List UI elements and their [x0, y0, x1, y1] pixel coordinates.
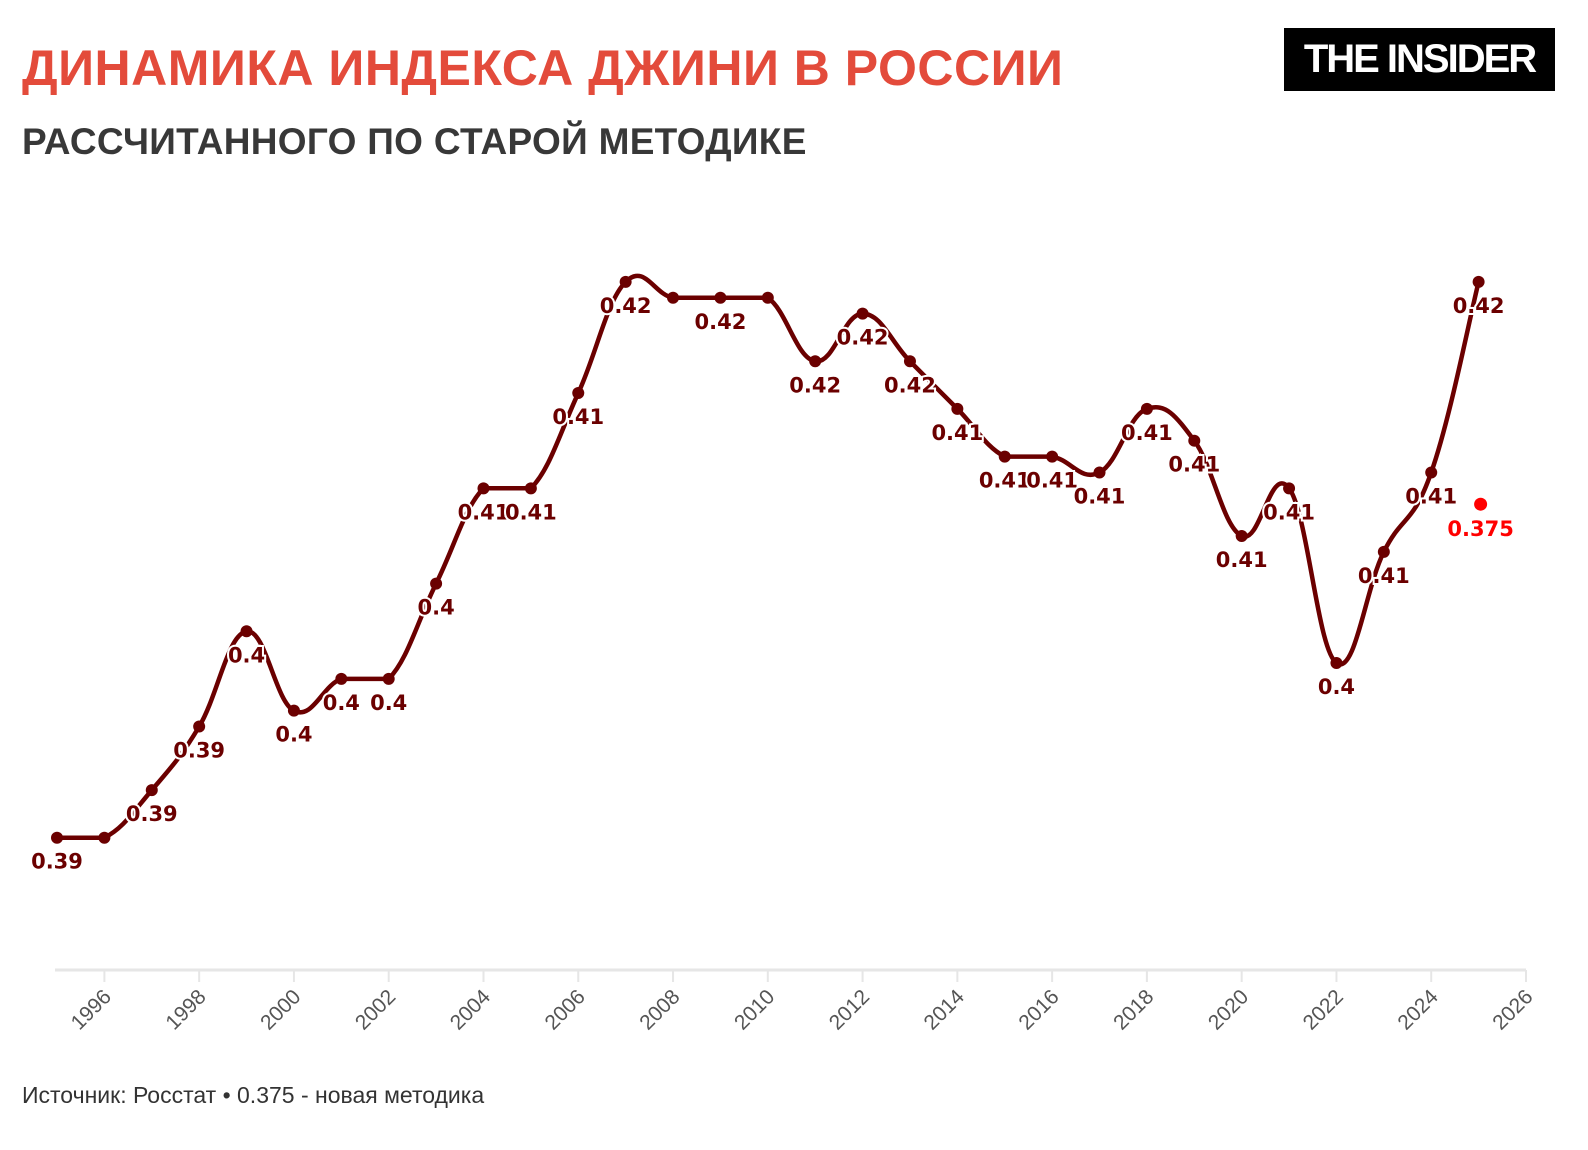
data-point — [1283, 482, 1296, 495]
data-label: 0.4 — [228, 643, 265, 667]
x-tick-label: 2008 — [635, 985, 684, 1034]
x-tick-label: 2000 — [256, 985, 305, 1034]
x-tick-label: 2016 — [1014, 985, 1063, 1034]
data-point — [856, 307, 869, 320]
data-label: 0.41 — [458, 500, 510, 524]
data-point — [1425, 466, 1438, 479]
data-point — [1472, 275, 1485, 288]
data-point — [240, 625, 253, 638]
x-tick-label: 2004 — [446, 985, 496, 1035]
x-tick-label: 2014 — [920, 985, 970, 1035]
data-point — [1093, 466, 1106, 479]
series-gini-old-method: 0.390.390.390.40.40.4 0.40.40.410.410.410… — [29, 273, 1507, 876]
data-point — [619, 275, 632, 288]
data-label: 0.41 — [931, 421, 983, 445]
data-label: 0.41 — [1358, 564, 1410, 588]
logo-text: THE INSIDER — [1303, 37, 1537, 81]
data-label: 0.41 — [1216, 548, 1268, 572]
data-label: 0.42 — [600, 294, 652, 318]
data-point — [667, 291, 680, 304]
data-point — [572, 387, 585, 400]
data-label: 0.4 — [275, 723, 312, 747]
data-label: 0.42 — [884, 373, 936, 397]
x-tick-label: 2026 — [1488, 985, 1537, 1034]
x-axis: 1996 1998 2000 2002 2004 2006 2008 2010 2012 2014… — [55, 968, 1538, 1035]
data-label: 0.39 — [31, 850, 83, 874]
data-point — [1330, 657, 1343, 670]
new-method-point — [1474, 497, 1488, 511]
x-tick-label: 2024 — [1393, 985, 1443, 1035]
data-label: 0.42 — [789, 373, 841, 397]
data-label: 0.41 — [505, 500, 557, 524]
x-tick-label: 2002 — [351, 985, 400, 1034]
data-label: 0.41 — [979, 469, 1031, 493]
chart-subtitle: РАССЧИТАННОГО ПО СТАРОЙ МЕТОДИКЕ — [22, 121, 807, 162]
data-point — [951, 402, 964, 415]
data-label: 0.4 — [323, 691, 360, 715]
data-point — [98, 831, 111, 844]
data-label: 0.42 — [837, 326, 889, 350]
x-tick-label: 2018 — [1109, 985, 1158, 1034]
data-label: 0.39 — [173, 739, 225, 763]
data-point — [51, 831, 63, 844]
x-tick-label: 2012 — [825, 985, 874, 1034]
new-method-label: 0.375 — [1447, 517, 1513, 541]
source-note: Источник: Росстат • 0.375 - новая методи… — [22, 1082, 485, 1108]
data-label: 0.41 — [1405, 484, 1457, 508]
data-label: 0.4 — [417, 596, 454, 620]
x-tick-label: 1998 — [161, 985, 210, 1034]
data-point — [1046, 450, 1059, 463]
data-point — [145, 784, 158, 797]
data-label: 0.41 — [1168, 453, 1220, 477]
data-label: 0.39 — [126, 802, 178, 826]
data-label: 0.42 — [1453, 294, 1505, 318]
x-tick-label: 1996 — [67, 985, 116, 1034]
data-point — [903, 355, 916, 368]
data-label: 0.42 — [695, 310, 747, 334]
data-label: 0.41 — [1121, 421, 1173, 445]
data-point — [1140, 402, 1153, 415]
data-point — [430, 577, 443, 590]
x-tick-label: 2010 — [730, 985, 779, 1034]
data-point — [714, 291, 727, 304]
data-point — [809, 355, 822, 368]
data-point — [524, 482, 537, 495]
series-gini-new-method: 0.375 — [1447, 497, 1514, 541]
data-label: 0.4 — [370, 691, 407, 715]
x-tick-label: 2006 — [540, 985, 589, 1034]
data-label: 0.41 — [1263, 500, 1315, 524]
data-point — [193, 720, 206, 733]
data-point — [287, 704, 300, 717]
data-point — [1377, 545, 1390, 558]
data-point — [761, 291, 774, 304]
x-tick-label: 2020 — [1204, 985, 1253, 1034]
the-insider-logo: THE INSIDER — [1284, 28, 1555, 91]
data-label: 0.41 — [1074, 484, 1126, 508]
data-point — [998, 450, 1011, 463]
data-label: 0.4 — [1318, 675, 1355, 699]
data-point — [1235, 529, 1248, 542]
data-label: 0.41 — [1026, 469, 1078, 493]
data-point — [1188, 434, 1201, 447]
x-tick-label: 2022 — [1299, 985, 1348, 1034]
data-point — [335, 672, 348, 685]
data-label: 0.41 — [552, 405, 604, 429]
data-point — [382, 672, 395, 685]
chart-title: ДИНАМИКА ИНДЕКСА ДЖИНИ В РОССИИ — [22, 40, 1064, 96]
data-point — [477, 482, 490, 495]
